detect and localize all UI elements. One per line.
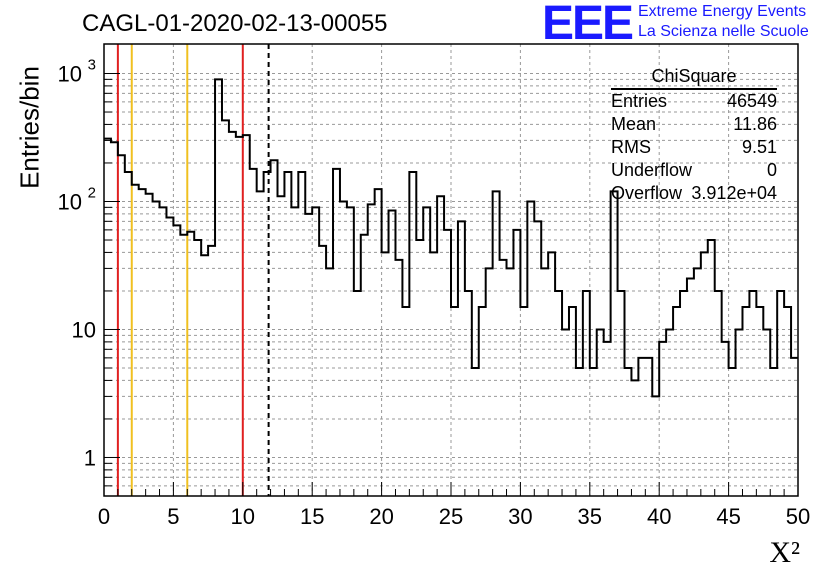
logo-line-1: Extreme Energy Events — [638, 3, 807, 20]
y-tick-label: 10 — [58, 189, 82, 214]
x-tick-label: 15 — [300, 504, 324, 529]
logo-text: Extreme Energy Events La Scienza nelle S… — [638, 2, 809, 42]
y-axis-label: Entries/bin — [14, 66, 45, 189]
stats-row: RMS 9.51 — [611, 136, 777, 159]
y-tick-label: 10 — [58, 61, 82, 86]
stats-label: Overflow — [611, 183, 683, 203]
stats-row: Overflow 3.912e+04 — [611, 182, 777, 205]
chart-title: CAGL-01-2020-02-13-00055 — [82, 10, 388, 37]
x-tick-label: 35 — [578, 504, 602, 529]
stats-row: Underflow 0 — [611, 159, 777, 182]
x-tick-label: 5 — [167, 504, 179, 529]
x-tick-label: 0 — [98, 504, 110, 529]
histogram-series — [104, 78, 798, 398]
x-tick-label: 10 — [231, 504, 255, 529]
y-tick-label: 1 — [84, 445, 96, 470]
stats-value: 3.912e+04 — [691, 183, 777, 203]
stats-title: ChiSquare — [611, 66, 777, 90]
stats-label: Mean — [611, 114, 657, 134]
eee-logo: EEE — [542, 0, 634, 50]
stats-value: 9.51 — [741, 137, 777, 157]
x-axis-label: X² — [769, 536, 800, 569]
stats-label: Entries — [611, 91, 668, 111]
x-tick-label: 50 — [786, 504, 810, 529]
logo-line-2: La Scienza nelle Scuole — [638, 23, 809, 40]
x-tick-label: 45 — [716, 504, 740, 529]
stats-label: RMS — [611, 137, 651, 157]
stats-row: Mean 11.86 — [611, 113, 777, 136]
x-tick-label: 20 — [369, 504, 393, 529]
stats-value: 11.86 — [733, 114, 777, 134]
stats-box: ChiSquare Entries 46549 Mean 11.86 RMS 9.51 Un… — [611, 66, 777, 205]
x-tick-label: 30 — [508, 504, 532, 529]
x-tick-label: 40 — [647, 504, 671, 529]
y-tick-exponent: 2 — [88, 184, 96, 201]
stats-row: Entries 46549 — [611, 90, 777, 113]
x-tick-label: 25 — [439, 504, 463, 529]
y-tick-label: 10 — [72, 317, 96, 342]
stats-value: 46549 — [726, 91, 777, 111]
y-tick-exponent: 3 — [88, 56, 96, 73]
stats-label: Underflow — [611, 160, 693, 180]
stats-value: 0 — [766, 160, 777, 180]
